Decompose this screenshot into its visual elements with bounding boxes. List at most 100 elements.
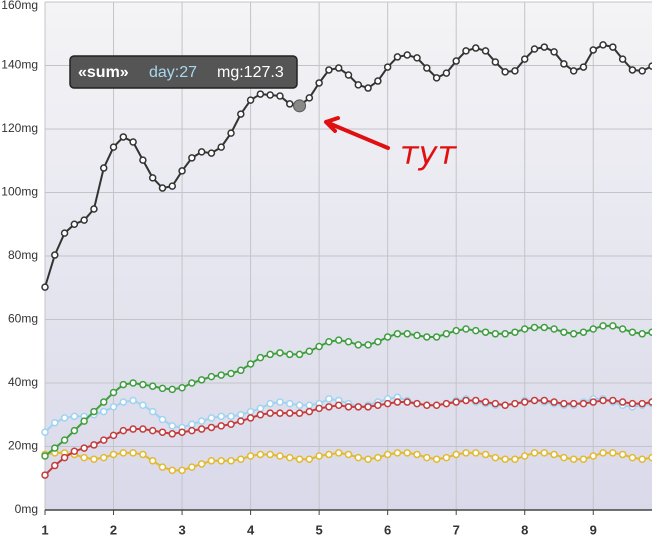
point — [178, 384, 186, 392]
point — [305, 347, 314, 355]
point — [295, 409, 304, 417]
point — [452, 57, 460, 65]
point — [393, 330, 402, 338]
point — [491, 399, 500, 408]
point — [638, 67, 646, 75]
point — [286, 350, 294, 359]
point — [589, 452, 598, 460]
point — [139, 425, 147, 433]
point — [80, 444, 88, 452]
point — [354, 453, 363, 462]
point — [148, 407, 157, 416]
point — [569, 455, 578, 463]
point — [60, 229, 69, 237]
point — [168, 422, 177, 430]
point — [648, 328, 652, 336]
point — [51, 418, 59, 427]
point — [530, 323, 539, 332]
point — [540, 43, 549, 51]
point — [501, 401, 509, 409]
point — [295, 455, 304, 463]
tooltip-mg: mg:127.3 — [217, 64, 284, 81]
point — [530, 45, 539, 53]
point — [325, 403, 333, 411]
point — [354, 341, 363, 349]
point — [266, 91, 274, 99]
tooltip: «sum» day:27 mg:127.3 — [69, 55, 298, 89]
point — [589, 398, 598, 406]
point — [99, 453, 108, 462]
point — [648, 398, 652, 406]
point — [618, 325, 627, 333]
point — [334, 336, 343, 344]
point — [51, 251, 59, 259]
point — [41, 283, 49, 291]
point — [334, 64, 343, 72]
point — [550, 48, 558, 56]
point — [217, 143, 225, 151]
point — [393, 449, 402, 457]
annotation-arrow — [324, 116, 390, 150]
point — [90, 205, 98, 213]
point — [197, 425, 206, 433]
point — [256, 411, 265, 419]
point — [560, 328, 568, 336]
point — [472, 396, 480, 405]
x-tick-label: 5 — [316, 522, 323, 537]
point — [109, 450, 118, 459]
x-tick-label: 9 — [590, 522, 597, 537]
point — [374, 401, 382, 409]
tooltip-series: «sum» — [78, 64, 129, 81]
point — [256, 90, 265, 98]
y-tick-label: 120mg — [1, 121, 38, 135]
point — [158, 428, 167, 436]
point — [364, 84, 372, 92]
point — [207, 414, 216, 422]
point — [540, 396, 549, 405]
point — [139, 156, 147, 164]
point — [618, 398, 627, 406]
point — [109, 431, 118, 440]
point — [315, 342, 323, 351]
point — [413, 331, 421, 340]
point — [550, 450, 558, 459]
point — [628, 399, 637, 408]
tooltip-day: day:27 — [149, 64, 197, 81]
point — [256, 353, 265, 362]
series — [41, 396, 652, 479]
point — [579, 455, 588, 463]
point — [579, 63, 588, 71]
hover-point — [293, 99, 307, 113]
point — [70, 426, 79, 435]
point — [442, 453, 451, 462]
point — [520, 55, 529, 63]
point — [276, 452, 284, 460]
point — [530, 396, 539, 405]
point — [109, 403, 118, 411]
y-tick-label: 0mg — [15, 502, 38, 516]
point — [109, 388, 118, 397]
point — [227, 457, 235, 465]
point — [188, 463, 196, 471]
y-tick-label: 60mg — [8, 312, 38, 326]
point — [364, 455, 372, 463]
point — [315, 79, 323, 87]
point — [423, 453, 431, 462]
point — [207, 149, 216, 157]
point — [80, 453, 88, 462]
point — [442, 399, 451, 408]
point — [550, 325, 558, 333]
point — [305, 401, 314, 409]
point — [462, 47, 470, 55]
point — [217, 371, 225, 379]
point — [413, 54, 421, 62]
point — [540, 323, 549, 332]
point — [305, 455, 314, 463]
point — [481, 450, 490, 459]
point — [481, 47, 490, 55]
point — [530, 449, 539, 457]
point — [168, 466, 177, 475]
point — [266, 350, 274, 359]
point — [119, 380, 128, 389]
point — [638, 330, 646, 338]
